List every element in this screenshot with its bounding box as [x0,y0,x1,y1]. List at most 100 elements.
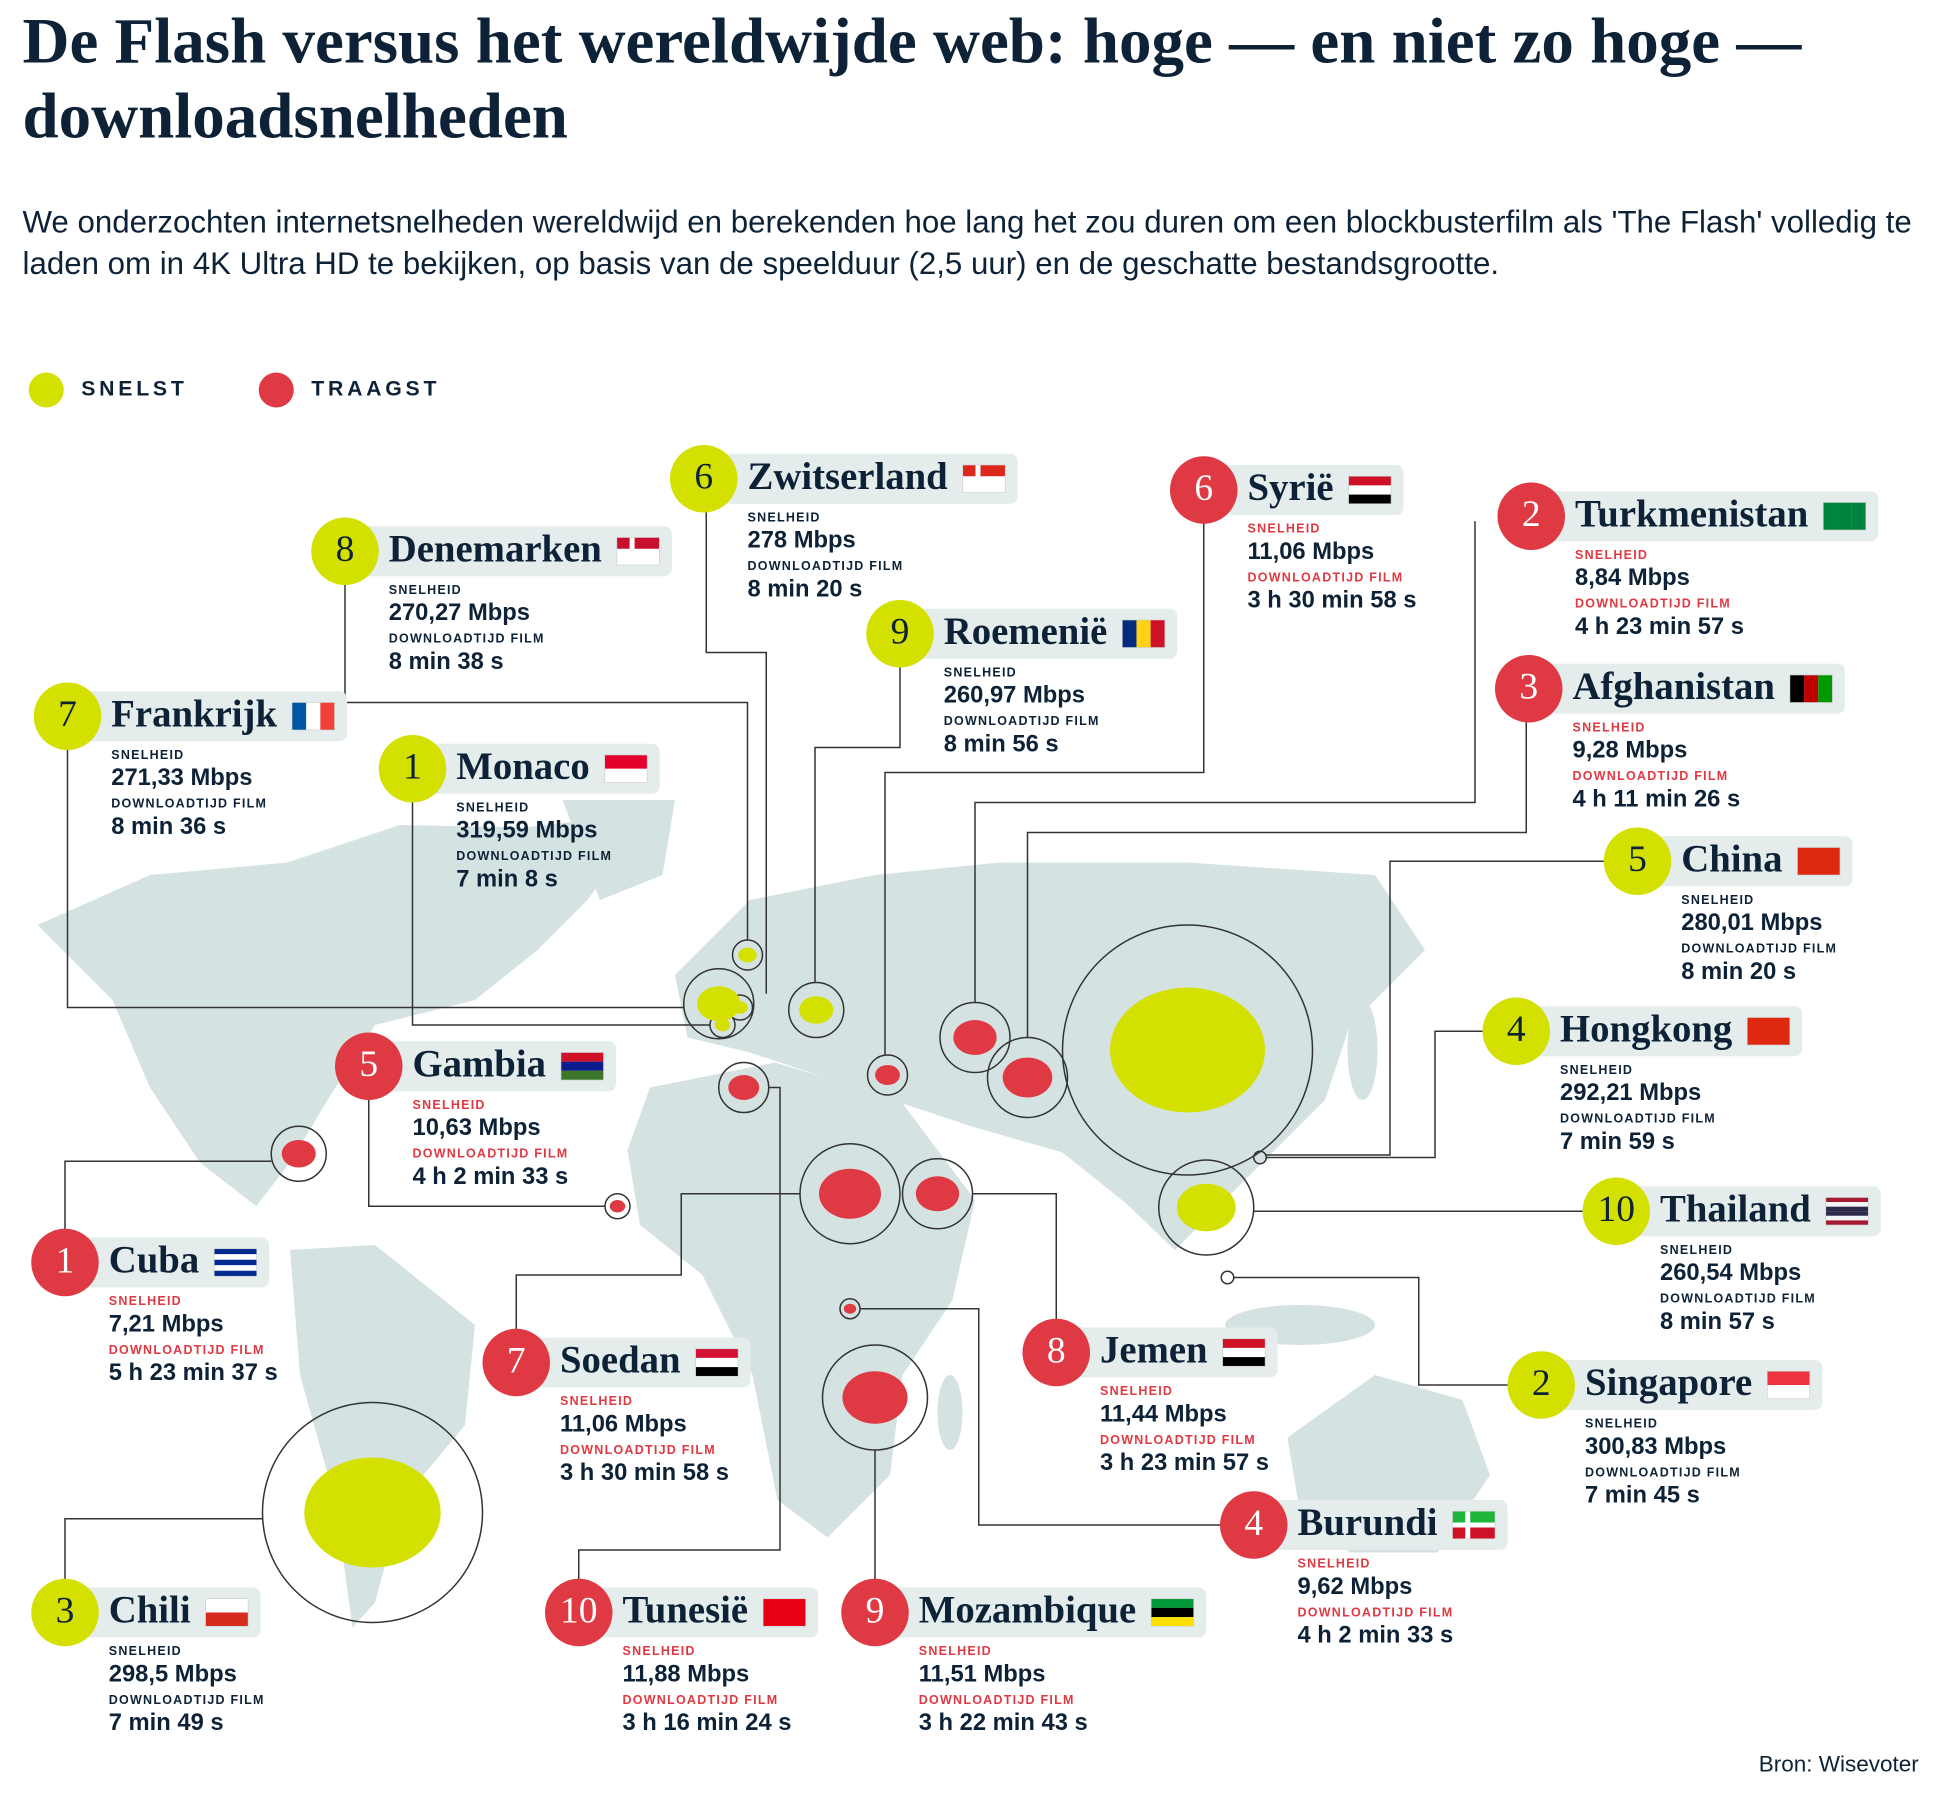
flag-stripe [306,702,321,730]
rank: 4 [1244,1503,1263,1544]
name-pill [67,691,348,742]
flag-stripe [1804,675,1819,703]
country-name: Zwitserland [748,455,949,498]
connector [64,1160,272,1232]
country-card: 9 Mozambique SNELHEID 11,51 Mbps DOWNLOADTIJ… [841,1578,1207,1736]
country-card: 2 Turkmenistan SNELHEID 8,84 Mbps DOWNLOADTI… [1497,482,1879,640]
flag-border [560,1052,604,1081]
flag-border [1150,1598,1194,1627]
download-label: DOWNLOADTIJD FILM [1573,769,1729,783]
country-shape [714,1018,731,1032]
rank: 9 [866,1590,885,1631]
country-name: Turkmenistan [1575,492,1808,535]
connectors [64,510,1607,1624]
country-shape [875,1065,900,1085]
speed-label: SNELHEID [1298,1557,1371,1571]
speed-label: SNELHEID [1248,522,1321,536]
country-shape [843,1303,857,1314]
rank-badge [33,682,102,750]
highlight-ring [270,1125,327,1182]
download-label: DOWNLOADTIJD FILM [919,1693,1075,1707]
rank: 4 [1507,1009,1526,1050]
rank-badge [335,1032,403,1100]
highlight-ring [718,1061,770,1114]
flag-stripe [214,1259,257,1266]
highlight-ring [261,1401,484,1624]
flag-stripe [1837,502,1852,530]
country-card: 6 Zwitserland SNELHEID 278 Mbps DOWNLOADTIJD… [670,445,1018,602]
highlight-ring [799,1143,901,1245]
country-card: 5 China SNELHEID 280,01 Mbps DOWNLOADTIJD FI… [1603,827,1853,985]
highlight-ring [901,1158,974,1230]
flag-border [616,537,660,566]
flag-stripe [1818,675,1833,703]
highlight-ring [1253,1150,1267,1165]
flag-stripe [962,478,1006,493]
country-shape [728,1075,760,1100]
speed-label: SNELHEID [1100,1384,1173,1398]
connector [972,1193,1057,1322]
country-name: Chili [109,1589,191,1632]
country-card: 6 Syrië SNELHEID 11,06 Mbps DOWNLOADTIJD FIL… [1170,456,1416,614]
country-card: 7 Frankrijk SNELHEID 271,33 Mbps DOWNLOADTIJ… [33,682,348,840]
flag-cross [1452,1522,1496,1528]
highlight-ring [1220,1270,1235,1285]
download-label: DOWNLOADTIJD FILM [560,1443,716,1457]
rank: 3 [56,1590,75,1631]
country-name: China [1681,837,1782,880]
speed-value: 11,06 Mbps [1248,538,1375,565]
speed-label: SNELHEID [1560,1063,1633,1077]
connector [1266,1030,1485,1159]
download-label: DOWNLOADTIJD FILM [1298,1605,1454,1619]
flag-stripe [1851,502,1866,530]
speed-value: 292,21 Mbps [1560,1079,1701,1106]
highlight-ring [683,968,755,1040]
country-shape [1002,1057,1053,1098]
country-name: Burundi [1298,1501,1438,1544]
legend-label: SNELST [81,377,187,401]
connector [705,510,767,994]
flag-border [762,1598,806,1627]
download-label: DOWNLOADTIJD FILM [111,797,267,811]
flag-stripe [1452,1525,1496,1539]
flag-stripe [561,1061,604,1071]
flag-border [1825,1197,1869,1226]
download-value: 3 h 16 min 24 s [623,1709,792,1736]
speed-value: 11,44 Mbps [1100,1400,1227,1427]
name-pill [875,1587,1207,1638]
north-america [37,812,650,1207]
country-shape [281,1140,316,1168]
flag-stripe [1122,620,1137,648]
rank: 7 [58,694,77,735]
download-value: 3 h 23 min 57 s [1100,1449,1269,1476]
rank: 5 [359,1044,378,1085]
rank: 10 [1598,1189,1636,1230]
highlight-ring [1061,924,1314,1176]
speed-label: SNELHEID [748,510,821,524]
name-pill [412,743,660,794]
rank-badge [1507,1351,1575,1419]
flag-stripe [1222,1338,1266,1348]
country-shape [304,1457,441,1568]
flag-stripe [1825,1211,1869,1216]
flag-stripe [1825,1202,1869,1207]
download-label: DOWNLOADTIJD FILM [109,1343,265,1357]
speed-label: SNELHEID [560,1394,633,1408]
flag-stripe [763,1598,806,1627]
highlight-ring [731,939,764,971]
country-shape [915,1176,960,1212]
download-value: 7 min 8 s [456,865,558,892]
name-pill [516,1337,751,1388]
rank: 1 [56,1240,75,1281]
world-map [37,800,1490,1628]
highlight-ring [986,1036,1069,1119]
flag-border [1797,847,1841,876]
speed-value: 9,62 Mbps [1298,1573,1413,1600]
flag-stripe [205,1612,249,1627]
country-card: 7 Soedan SNELHEID 11,06 Mbps DOWNLOADTIJD FI… [482,1328,751,1486]
flag-border [604,754,648,783]
flag-stripe [616,551,660,565]
speed-value: 300,83 Mbps [1585,1433,1726,1460]
country-card: 9 Roemenië SNELHEID 260,97 Mbps DOWNLOADTIJD… [866,600,1178,757]
